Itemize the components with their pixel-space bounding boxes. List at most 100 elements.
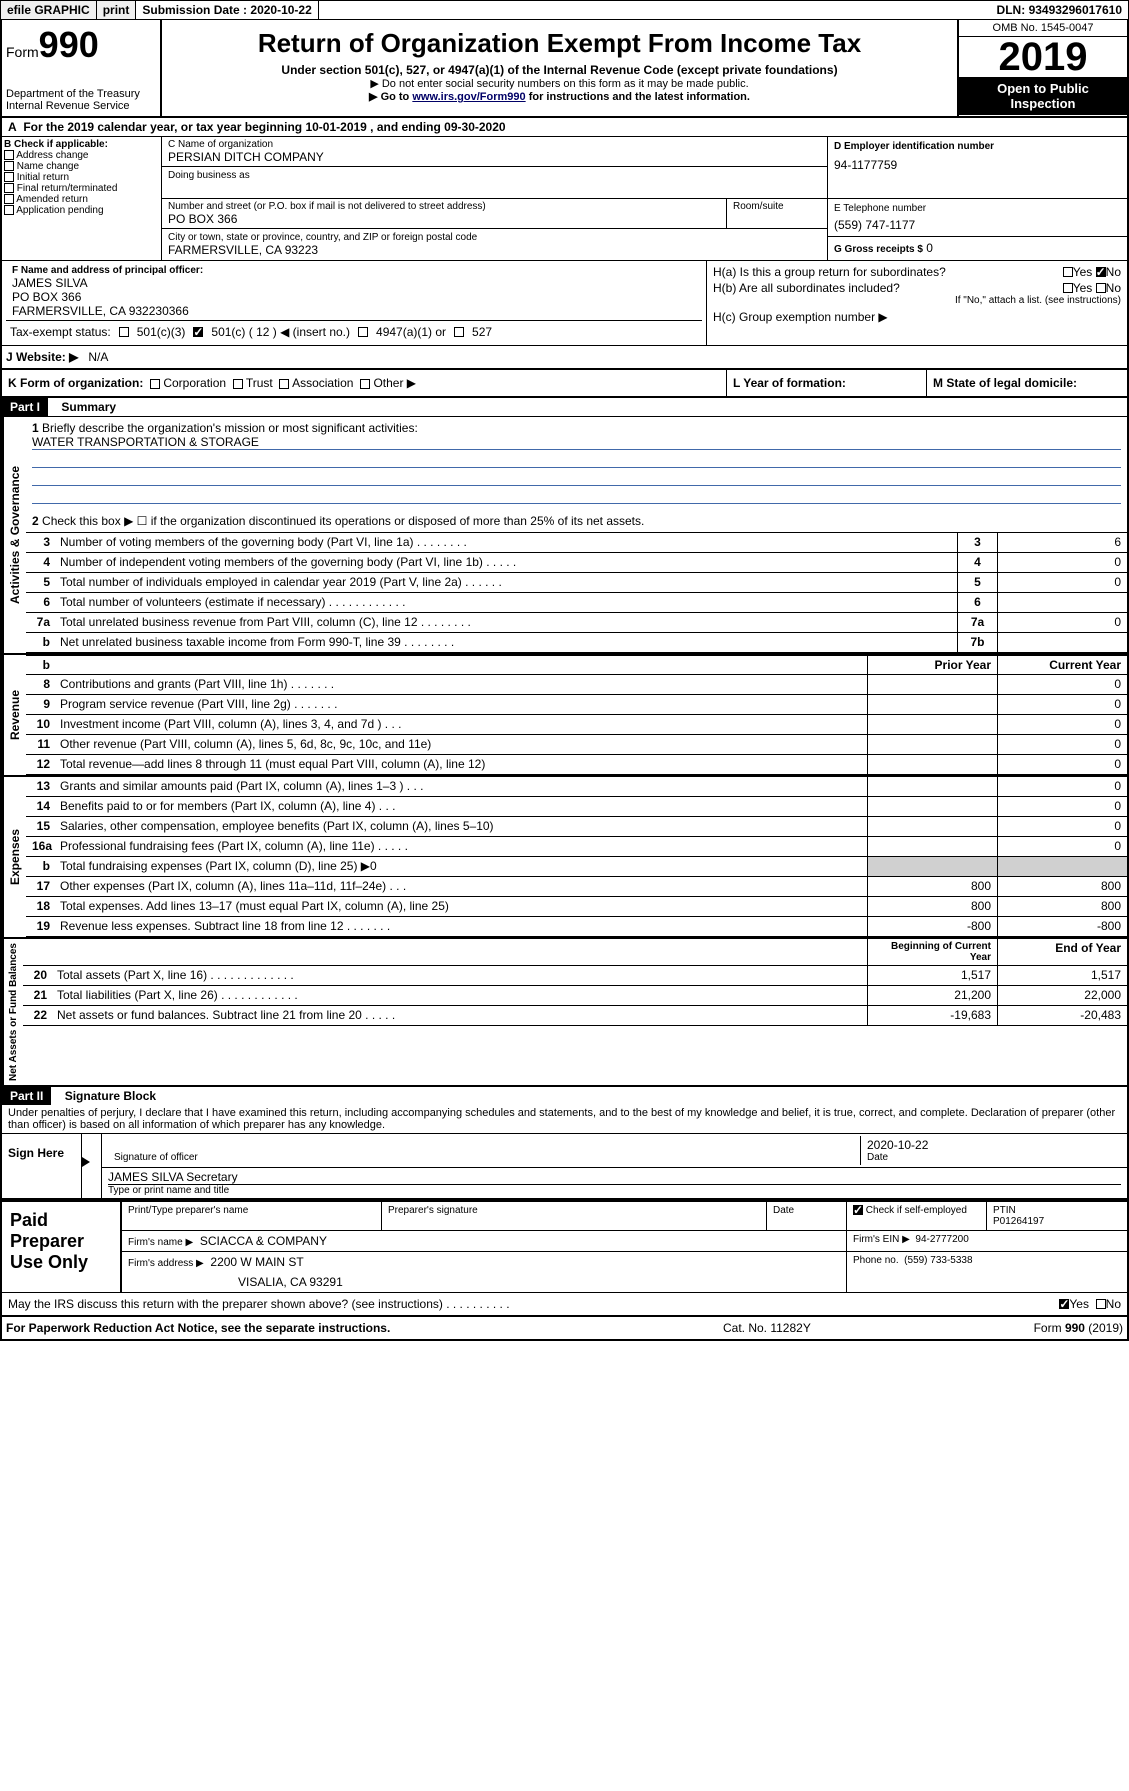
part1-line: 7aTotal unrelated business revenue from … — [26, 613, 1127, 633]
form-number: Form990 — [6, 24, 156, 66]
dln-value: 93493296017610 — [1029, 3, 1122, 17]
side-activities: Activities & Governance — [2, 417, 26, 653]
footer-left: For Paperwork Reduction Act Notice, see … — [6, 1321, 723, 1335]
k-option[interactable]: Association — [279, 376, 360, 390]
section-a-line: A For the 2019 calendar year, or tax yea… — [2, 118, 1127, 137]
form-note1: ▶ Do not enter social security numbers o… — [166, 77, 953, 90]
prep-sig-label: Preparer's signature — [382, 1202, 767, 1230]
paid-preparer-label: Paid Preparer Use Only — [2, 1202, 122, 1292]
ptin-label: PTIN — [993, 1205, 1121, 1216]
form-subtitle: Under section 501(c), 527, or 4947(a)(1)… — [166, 63, 953, 77]
print-button[interactable]: print — [97, 1, 137, 19]
501c3-checkbox[interactable] — [119, 327, 129, 337]
discuss-no: No — [1106, 1297, 1121, 1311]
dln-label: DLN: — [997, 3, 1026, 17]
part2-title: Signature Block — [65, 1089, 156, 1103]
section-b-item[interactable]: Address change — [4, 150, 159, 161]
city-label: City or town, state or province, country… — [168, 232, 821, 243]
section-b-item[interactable]: Initial return — [4, 172, 159, 183]
org-name-label: C Name of organization — [168, 139, 821, 150]
line-b-num: b — [26, 656, 56, 674]
type-name-label: Type or print name and title — [108, 1185, 1121, 1196]
part1-line: 8Contributions and grants (Part VIII, li… — [26, 675, 1127, 695]
part1-line: 3Number of voting members of the governi… — [26, 533, 1127, 553]
date-label: Date — [867, 1152, 1115, 1163]
col-eoy: End of Year — [997, 939, 1127, 965]
sig-date: 2020-10-22 — [867, 1138, 1115, 1152]
firm-name: SCIACCA & COMPANY — [200, 1234, 327, 1248]
section-b-item[interactable]: Amended return — [4, 194, 159, 205]
website-value: N/A — [88, 350, 108, 364]
form-title: Return of Organization Exempt From Incom… — [166, 28, 953, 59]
hb-no-checkbox[interactable] — [1096, 283, 1106, 293]
tax-status-label: Tax-exempt status: — [10, 325, 111, 339]
form-990-label: 990 — [39, 24, 99, 65]
sig-officer-label: Signature of officer — [114, 1152, 854, 1163]
section-b-item[interactable]: Name change — [4, 161, 159, 172]
org-city: FARMERSVILLE, CA 93223 — [168, 243, 821, 257]
m-label: M State of legal domicile: — [933, 376, 1077, 390]
part1-line: 13Grants and similar amounts paid (Part … — [26, 777, 1127, 797]
side-expenses: Expenses — [2, 777, 26, 937]
527-checkbox[interactable] — [454, 327, 464, 337]
section-b-item[interactable]: Application pending — [4, 205, 159, 216]
dba-label: Doing business as — [168, 170, 821, 181]
k-label: K Form of organization: — [8, 376, 143, 390]
officer-addr: PO BOX 366 — [12, 290, 696, 304]
hb-yes: Yes — [1073, 281, 1093, 295]
part1-title: Summary — [61, 400, 116, 414]
hb-yes-checkbox[interactable] — [1063, 283, 1073, 293]
discuss-yes: Yes — [1069, 1297, 1089, 1311]
prep-name-label: Print/Type preparer's name — [122, 1202, 382, 1230]
gross-receipts-value: 0 — [926, 241, 933, 255]
firm-phone: (559) 733-5338 — [904, 1255, 972, 1266]
part1-line: 11Other revenue (Part VIII, column (A), … — [26, 735, 1127, 755]
opt-527: 527 — [472, 325, 492, 339]
sign-arrow-icon — [82, 1157, 90, 1167]
penalty-text: Under penalties of perjury, I declare th… — [2, 1105, 1127, 1133]
4947-checkbox[interactable] — [358, 327, 368, 337]
hb-note: If "No," attach a list. (see instruction… — [713, 295, 1121, 306]
side-netassets: Net Assets or Fund Balances — [2, 939, 23, 1085]
col-prior-year: Prior Year — [867, 656, 997, 674]
discuss-no-checkbox[interactable] — [1096, 1299, 1106, 1309]
form-header: Form990 Department of the Treasury Inter… — [2, 20, 1127, 118]
part2-header: Part II — [2, 1087, 51, 1105]
self-employed-checkbox[interactable] — [853, 1205, 863, 1215]
section-b-item[interactable]: Final return/terminated — [4, 183, 159, 194]
k-option[interactable]: Corporation — [150, 376, 233, 390]
dept-treasury: Department of the Treasury Internal Reve… — [6, 88, 156, 112]
footer-right: Form 990 (2019) — [923, 1321, 1123, 1335]
officer-printed-name: JAMES SILVA Secretary — [108, 1170, 1121, 1185]
line2-label: Check this box ▶ ☐ if the organization d… — [42, 514, 644, 528]
open-to-public: Open to Public Inspection — [959, 77, 1127, 115]
efile-button[interactable]: efile GRAPHIC — [1, 1, 97, 19]
ha-no-checkbox[interactable] — [1096, 267, 1106, 277]
footer-mid: Cat. No. 11282Y — [723, 1321, 923, 1335]
phone-label: E Telephone number — [834, 203, 1121, 214]
tax-year-range: For the 2019 calendar year, or tax year … — [23, 120, 505, 134]
discuss-yes-checkbox[interactable] — [1059, 1299, 1069, 1309]
opt-4947: 4947(a)(1) or — [376, 325, 446, 339]
tax-year: 2019 — [959, 37, 1127, 77]
501c-checkbox[interactable] — [193, 327, 203, 337]
side-revenue: Revenue — [2, 655, 26, 775]
submission-date-value: 2020-10-22 — [250, 3, 311, 17]
prep-date-label: Date — [767, 1202, 847, 1230]
room-label: Room/suite — [733, 201, 821, 212]
section-k: K Form of organization: Corporation Trus… — [2, 370, 727, 396]
ein-value: 94-1177759 — [834, 158, 1121, 172]
section-b: B Check if applicable: Address change Na… — [2, 137, 162, 260]
part1-line: 12Total revenue—add lines 8 through 11 (… — [26, 755, 1127, 775]
part1-line: 18Total expenses. Add lines 13–17 (must … — [26, 897, 1127, 917]
website-label: J Website: ▶ — [6, 350, 78, 364]
mission-text: WATER TRANSPORTATION & STORAGE — [32, 435, 1121, 450]
k-option[interactable]: Other ▶ — [360, 376, 423, 390]
submission-date-cell: Submission Date : 2020-10-22 — [136, 1, 318, 19]
irs-link[interactable]: www.irs.gov/Form990 — [412, 91, 525, 103]
hc-label: H(c) Group exemption number ▶ — [713, 310, 1121, 324]
part1-line: 4Number of independent voting members of… — [26, 553, 1127, 573]
phone-value: (559) 747-1177 — [834, 218, 1121, 232]
ha-yes-checkbox[interactable] — [1063, 267, 1073, 277]
k-option[interactable]: Trust — [233, 376, 280, 390]
